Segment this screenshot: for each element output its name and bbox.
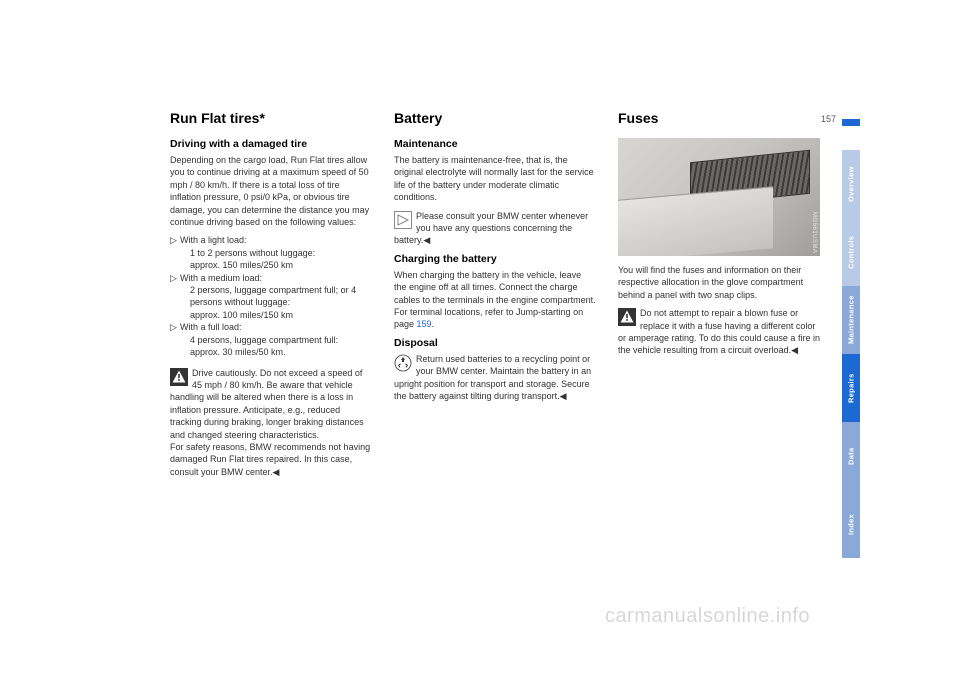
warning-block: Do not attempt to repair a blown fuse or… <box>618 307 820 357</box>
page-number: 157 <box>821 114 836 124</box>
list-head: With a full load: <box>180 322 242 332</box>
tab-repairs[interactable]: Repairs <box>842 354 860 422</box>
fuses-figure: MG561USMA <box>618 138 820 256</box>
column-battery: Battery Maintenance The battery is maint… <box>394 110 596 484</box>
list-head: With a medium load: <box>180 273 262 283</box>
note-icon <box>394 211 412 229</box>
page-body: Run Flat tires* Driving with a damaged t… <box>170 110 820 484</box>
paragraph: The battery is maintenance-free, that is… <box>394 154 596 204</box>
list-marker-icon: ▷ <box>170 321 177 333</box>
warning-text: Drive cautiously. Do not exceed a speed … <box>170 368 364 440</box>
end-mark-icon: ◀ <box>423 235 430 245</box>
subheading-maintenance: Maintenance <box>394 138 596 150</box>
page-marker <box>842 119 860 126</box>
list-marker-icon: ▷ <box>170 234 177 246</box>
end-mark-icon: ◀ <box>273 467 280 477</box>
note-block: Please consult your BMW center whenever … <box>394 210 596 247</box>
end-mark-icon: ◀ <box>791 345 798 355</box>
warning-icon <box>170 368 188 386</box>
column-run-flat: Run Flat tires* Driving with a damaged t… <box>170 110 372 484</box>
list-sub: approx. 100 miles/150 km <box>180 309 372 321</box>
tab-overview[interactable]: Overview <box>842 150 860 218</box>
warning-block: Drive cautiously. Do not exceed a speed … <box>170 367 372 479</box>
subheading-disposal: Disposal <box>394 337 596 349</box>
column-fuses: Fuses MG561USMA You will find the fuses … <box>618 110 820 484</box>
watermark: carmanualsonline.info <box>605 605 810 628</box>
heading-run-flat: Run Flat tires* <box>170 110 372 126</box>
page-link[interactable]: 159 <box>417 319 432 329</box>
paragraph: You will find the fuses and information … <box>618 264 820 301</box>
list-item: ▷ With a full load: 4 persons, luggage c… <box>170 321 372 358</box>
subheading-damaged-tire: Driving with a damaged tire <box>170 138 372 150</box>
warning-icon <box>618 308 636 326</box>
warning-text-2: For safety reasons, BMW recommends not h… <box>170 442 370 477</box>
paragraph: When charging the battery in the vehicle… <box>394 269 596 331</box>
list-head: With a light load: <box>180 235 247 245</box>
heading-battery: Battery <box>394 110 596 126</box>
paragraph: Depending on the cargo load, Run Flat ti… <box>170 154 372 228</box>
warning-text: Do not attempt to repair a blown fuse or… <box>618 308 820 355</box>
text: . <box>432 319 435 329</box>
tab-index[interactable]: Index <box>842 490 860 558</box>
list-sub: 2 persons, luggage compartment full; or … <box>180 284 372 309</box>
heading-fuses: Fuses <box>618 110 820 126</box>
end-mark-icon: ◀ <box>560 391 567 401</box>
tab-data[interactable]: Data <box>842 422 860 490</box>
tab-controls[interactable]: Controls <box>842 218 860 286</box>
list-sub: 4 persons, luggage compartment full: <box>180 334 372 346</box>
list-sub: approx. 30 miles/50 km. <box>180 346 372 358</box>
figure-credit: MG561USMA <box>811 212 817 254</box>
list-sub: approx. 150 miles/250 km <box>180 259 372 271</box>
list-item: ▷ With a light load: 1 to 2 persons with… <box>170 234 372 271</box>
list-marker-icon: ▷ <box>170 272 177 284</box>
side-tabs: Overview Controls Maintenance Repairs Da… <box>842 150 860 558</box>
recycle-icon <box>394 354 412 372</box>
recycle-block: Return used batteries to a recycling poi… <box>394 353 596 403</box>
list-item: ▷ With a medium load: 2 persons, luggage… <box>170 272 372 322</box>
figure-panel <box>618 186 773 256</box>
tab-maintenance[interactable]: Maintenance <box>842 286 860 354</box>
list-sub: 1 to 2 persons without luggage: <box>180 247 372 259</box>
load-list: ▷ With a light load: 1 to 2 persons with… <box>170 234 372 358</box>
subheading-charging: Charging the battery <box>394 253 596 265</box>
